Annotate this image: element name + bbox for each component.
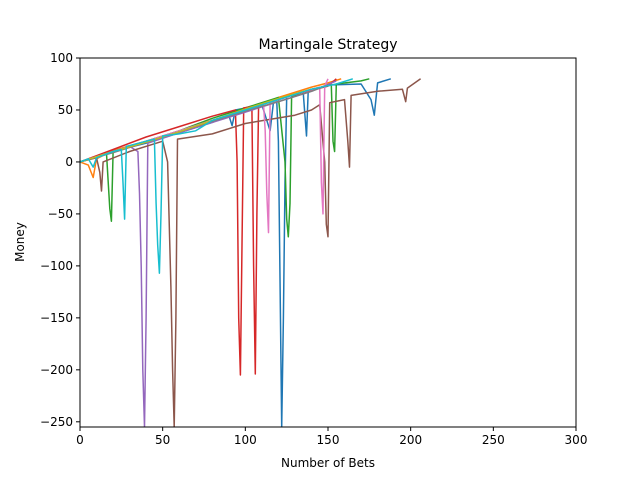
y-tick-label: −150 [40, 311, 73, 325]
y-axis-label: Money [13, 222, 27, 262]
chart-title: Martingale Strategy [258, 37, 397, 53]
x-tick-label: 100 [234, 433, 257, 447]
y-tick-label: −250 [40, 415, 73, 429]
series-layer [80, 78, 422, 427]
series-line-3 [80, 78, 370, 238]
x-axis: 0 50 100 150 200 250 300 [76, 427, 587, 447]
y-tick-label: −100 [40, 259, 73, 273]
x-axis-label: Number of Bets [281, 456, 375, 470]
x-tick-label: 50 [155, 433, 170, 447]
series-line-6 [80, 78, 422, 427]
x-tick-label: 300 [565, 433, 588, 447]
y-tick-label: 50 [58, 103, 73, 117]
x-tick-label: 200 [399, 433, 422, 447]
series-line-7 [80, 78, 329, 234]
x-tick-label: 250 [482, 433, 505, 447]
y-tick-label: 0 [65, 155, 73, 169]
y-axis: −250 −200 −150 −100 −50 0 50 100 [40, 51, 80, 429]
x-tick-label: 150 [317, 433, 340, 447]
plot-area [80, 58, 576, 427]
x-tick-label: 0 [76, 433, 84, 447]
series-line-10 [80, 78, 354, 274]
y-tick-label: 100 [50, 51, 73, 65]
y-tick-label: −200 [40, 363, 73, 377]
y-tick-label: −50 [48, 207, 73, 221]
